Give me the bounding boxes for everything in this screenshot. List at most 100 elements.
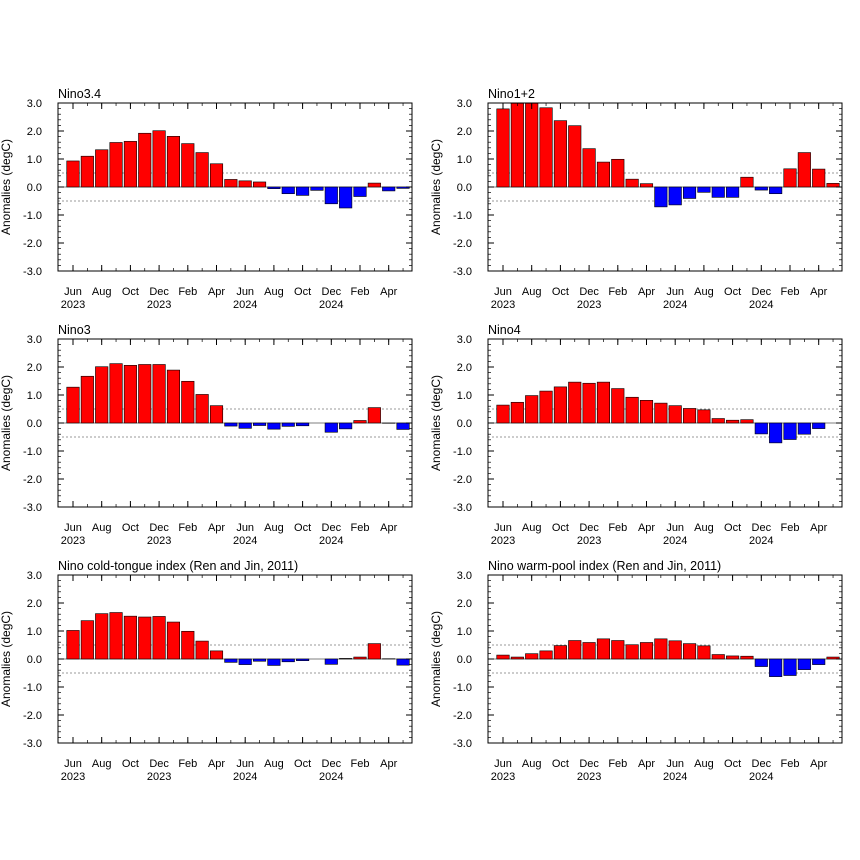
bar-23 <box>826 656 840 660</box>
y-tick-label: 0.0 <box>27 182 42 194</box>
bar-16 <box>296 422 310 427</box>
x-tick-year-label: 2023 <box>491 299 515 311</box>
bar-20 <box>353 420 367 424</box>
bar-5 <box>138 364 152 424</box>
y-tick-label: 0.0 <box>457 654 472 666</box>
x-tick-label: Jun <box>666 758 684 770</box>
x-tick-label: Dec <box>322 758 342 770</box>
x-tick-label: Aug <box>694 758 714 770</box>
bar-8 <box>181 143 195 188</box>
x-tick-label: Dec <box>149 286 169 298</box>
y-axis-label: Anomalies (degC) <box>0 139 13 235</box>
x-tick-label: Dec <box>322 522 342 534</box>
bar-21 <box>797 422 811 435</box>
chart-title: Nino3 <box>58 323 91 337</box>
bar-1 <box>510 401 524 424</box>
bar-17 <box>310 186 324 191</box>
x-tick-label: Feb <box>351 286 370 298</box>
x-tick-label: Aug <box>694 522 714 534</box>
bar-14 <box>267 186 281 189</box>
x-tick-label: Oct <box>724 522 741 534</box>
x-tick-label: Jun <box>666 522 684 534</box>
x-tick-label: Jun <box>494 522 512 534</box>
y-tick-label: 1.0 <box>27 390 42 402</box>
bar-2 <box>525 395 539 424</box>
x-tick-label: Jun <box>236 758 254 770</box>
x-tick-label: Feb <box>178 522 197 534</box>
bar-6 <box>582 382 596 424</box>
bar-19 <box>339 186 353 209</box>
x-tick-label: Dec <box>579 522 599 534</box>
y-tick-label: 1.0 <box>457 626 472 638</box>
bar-0 <box>496 654 510 660</box>
x-tick-year-label: 2024 <box>663 771 687 783</box>
chart-title: Nino cold-tongue index (Ren and Jin, 201… <box>58 559 298 573</box>
x-tick-label: Apr <box>810 758 827 770</box>
bar-14 <box>697 645 711 660</box>
bar-23 <box>396 422 410 430</box>
bar-11 <box>654 186 668 208</box>
x-tick-year-label: 2023 <box>61 771 85 783</box>
x-tick-label: Dec <box>149 522 169 534</box>
x-tick-label: Feb <box>608 522 627 534</box>
x-tick-label: Apr <box>638 522 655 534</box>
y-tick-label: 0.0 <box>27 654 42 666</box>
y-tick-label: -2.0 <box>453 238 472 250</box>
bar-12 <box>238 658 252 665</box>
bar-16 <box>296 186 310 196</box>
bar-9 <box>625 178 639 188</box>
bar-14 <box>697 409 711 424</box>
x-tick-label: Oct <box>552 522 569 534</box>
y-axis-label: Anomalies (degC) <box>0 611 13 707</box>
y-tick-label: -2.0 <box>23 474 42 486</box>
x-tick-year-label: 2024 <box>749 771 773 783</box>
x-tick-year-label: 2023 <box>61 299 85 311</box>
bar-1 <box>80 620 94 660</box>
x-tick-label: Dec <box>752 758 772 770</box>
x-tick-label: Apr <box>810 522 827 534</box>
bar-5 <box>138 132 152 188</box>
x-tick-label: Feb <box>351 522 370 534</box>
x-tick-year-label: 2024 <box>663 299 687 311</box>
y-tick-label: 2.0 <box>27 126 42 138</box>
x-tick-year-label: 2023 <box>491 535 515 547</box>
bar-9 <box>195 152 209 188</box>
y-tick-label: -2.0 <box>453 710 472 722</box>
x-tick-label: Apr <box>638 286 655 298</box>
bar-23 <box>396 658 410 666</box>
bar-20 <box>783 422 797 440</box>
y-tick-label: -2.0 <box>23 710 42 722</box>
y-tick-label: 2.0 <box>27 598 42 610</box>
bar-21 <box>797 658 811 670</box>
bar-23 <box>826 183 840 188</box>
bar-23 <box>396 186 410 189</box>
y-axis-label: Anomalies (degC) <box>429 139 443 235</box>
x-tick-label: Jun <box>236 286 254 298</box>
x-tick-label: Jun <box>494 286 512 298</box>
bar-8 <box>181 630 195 660</box>
x-tick-label: Aug <box>92 286 112 298</box>
x-tick-year-label: 2023 <box>147 771 171 783</box>
bar-8 <box>611 640 625 660</box>
y-tick-label: 2.0 <box>27 362 42 374</box>
bar-13 <box>682 408 697 424</box>
y-tick-label: 1.0 <box>457 390 472 402</box>
bar-5 <box>568 381 582 424</box>
x-tick-year-label: 2024 <box>749 299 773 311</box>
bar-21 <box>367 643 381 660</box>
x-tick-year-label: 2024 <box>749 535 773 547</box>
bar-6 <box>152 130 166 188</box>
x-tick-label: Feb <box>178 286 197 298</box>
bar-12 <box>668 186 682 206</box>
bar-13 <box>253 658 267 662</box>
x-tick-label: Oct <box>122 286 139 298</box>
bar-13 <box>682 186 697 199</box>
y-tick-label: 2.0 <box>457 362 472 374</box>
x-tick-label: Apr <box>208 522 225 534</box>
bar-10 <box>209 650 224 660</box>
y-tick-label: 0.0 <box>457 418 472 430</box>
x-tick-label: Apr <box>380 522 397 534</box>
x-tick-label: Oct <box>552 286 569 298</box>
x-tick-label: Oct <box>552 758 569 770</box>
